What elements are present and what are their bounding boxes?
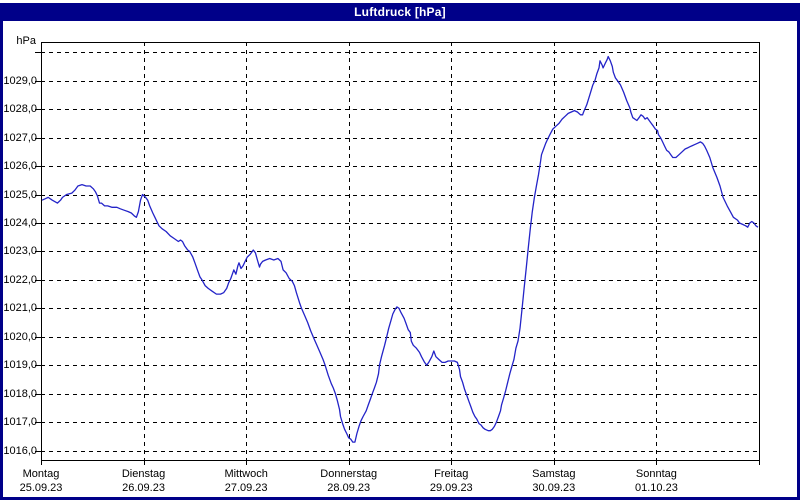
y-tick-label: 1017,0 xyxy=(3,416,37,428)
y-tick-label: 1025,0 xyxy=(3,189,37,201)
x-axis-day-label: Donnerstag 28.09.23 xyxy=(303,467,395,495)
y-tick-label: 1016,0 xyxy=(3,445,37,457)
day-name: Sonntag xyxy=(635,468,677,480)
day-name: Montag xyxy=(22,468,60,480)
y-tick-label: 1026,0 xyxy=(3,160,37,172)
y-axis-unit-label: hPa xyxy=(16,35,36,47)
window-border-left xyxy=(0,3,3,500)
x-axis-day-label: Mittwoch 27.09.23 xyxy=(200,467,292,495)
window-border-bottom xyxy=(0,497,800,500)
day-date: 01.10.23 xyxy=(635,482,678,494)
x-axis-day-label: Montag 25.09.23 xyxy=(0,467,87,495)
pressure-curve xyxy=(41,55,759,443)
day-name: Freitag xyxy=(434,468,469,480)
y-tick-label: 1019,0 xyxy=(3,359,37,371)
day-name: Samstag xyxy=(532,468,576,480)
x-axis-day-label: Samstag 30.09.23 xyxy=(508,467,600,495)
x-axis-day-label: Freitag 29.09.23 xyxy=(405,467,497,495)
window-title: Luftdruck [hPa] xyxy=(354,5,446,19)
window-top-edge xyxy=(0,0,800,3)
day-date: 26.09.23 xyxy=(122,482,165,494)
y-tick-label: 1024,0 xyxy=(3,217,37,229)
y-tick-label: 1023,0 xyxy=(3,245,37,257)
y-tick-label: 1018,0 xyxy=(3,388,37,400)
y-tick-label: 1022,0 xyxy=(3,274,37,286)
x-axis-day-label: Sonntag 01.10.23 xyxy=(610,467,702,495)
day-name: Donnerstag xyxy=(320,468,378,480)
day-date: 28.09.23 xyxy=(327,482,371,494)
day-name: Dienstag xyxy=(121,468,166,480)
y-tick-label: 1021,0 xyxy=(3,302,37,314)
y-tick-label: 1028,0 xyxy=(3,103,37,115)
day-date: 30.09.23 xyxy=(532,482,576,494)
y-tick-label: 1020,0 xyxy=(3,331,37,343)
day-date: 25.09.23 xyxy=(19,482,63,494)
x-axis-day-label: Dienstag 26.09.23 xyxy=(98,467,190,495)
day-name: Mittwoch xyxy=(224,468,268,480)
y-tick-label: 1027,0 xyxy=(3,132,37,144)
title-bar: Luftdruck [hPa] xyxy=(0,3,800,21)
y-tick-label: 1029,0 xyxy=(3,75,37,87)
day-date: 27.09.23 xyxy=(224,482,268,494)
day-date: 29.09.23 xyxy=(429,482,473,494)
window-border-right xyxy=(797,3,800,500)
plot-border xyxy=(41,42,760,461)
